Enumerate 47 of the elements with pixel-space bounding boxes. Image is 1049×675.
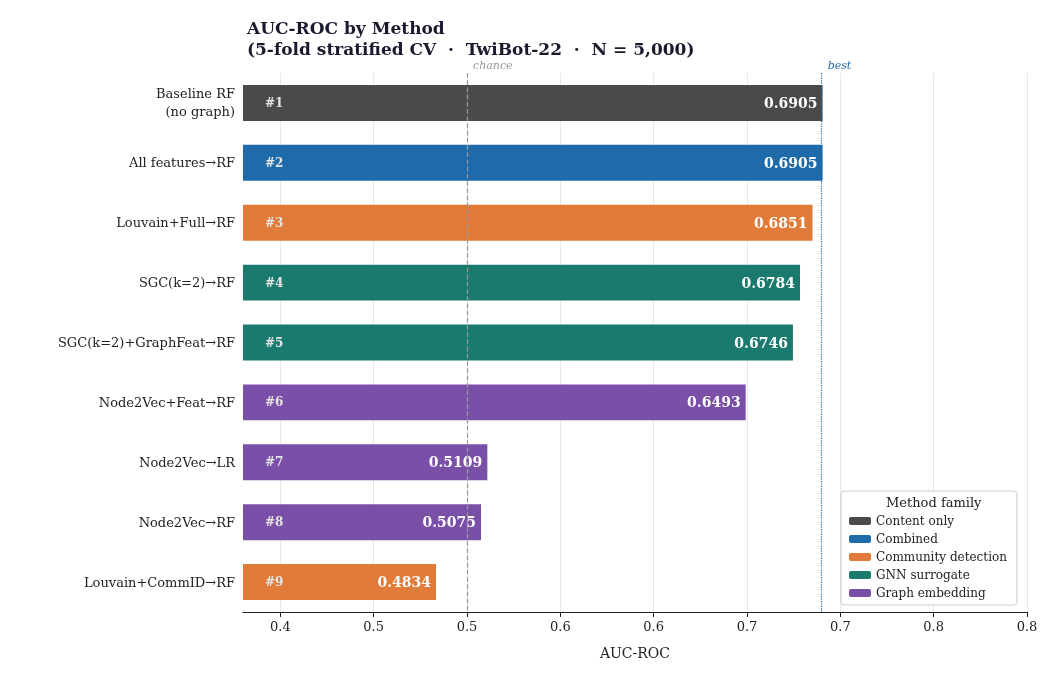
y-tick-label: Node2Vec+Feat→RF <box>98 394 235 410</box>
x-tick-label: 0.8 <box>1016 619 1038 634</box>
legend-label: Content only <box>876 514 955 528</box>
y-tick-label: Node2Vec→RF <box>138 514 235 530</box>
data-label: 0.6905 <box>764 94 818 111</box>
data-label: 0.5109 <box>428 454 483 471</box>
x-tick-label: 0.6 <box>643 619 665 634</box>
data-label: 0.6746 <box>734 334 788 351</box>
x-axis-title: AUC-ROC <box>598 645 671 661</box>
data-label: 0.6493 <box>687 394 741 411</box>
x-tick-label: 0.7 <box>829 619 851 634</box>
x-tick-label: 0.5 <box>363 619 385 634</box>
y-tick-label: Louvain+Full→RF <box>116 215 235 231</box>
x-tick-label: 0.7 <box>736 619 758 634</box>
y-tick-label: Baseline RF (no graph) <box>156 86 235 120</box>
data-label: 0.5075 <box>422 514 476 531</box>
ref-line-label: chance <box>473 59 514 72</box>
annotation: #8 <box>265 515 284 530</box>
data-label: 0.6905 <box>764 154 818 171</box>
x-tick-label: 0.4 <box>269 619 291 634</box>
ref-line-label: best <box>827 59 852 72</box>
x-tick-label: 0.5 <box>456 619 478 634</box>
annotation: #2 <box>265 155 284 170</box>
legend-label: Combined <box>876 532 939 546</box>
x-tick-label: 0.8 <box>923 619 945 634</box>
annotation: #6 <box>265 395 284 410</box>
annotation: #3 <box>265 215 284 230</box>
chart-title: AUC-ROC by Method <box>246 17 445 38</box>
data-label: 0.6784 <box>741 274 796 291</box>
y-tick-label: Node2Vec→LR <box>139 454 237 470</box>
x-tick-label: 0.6 <box>549 619 571 634</box>
legend-label: Community detection <box>876 550 1008 564</box>
data-label: 0.4834 <box>377 574 432 591</box>
y-tick-label: SGC(k=2)→RF <box>138 275 235 291</box>
legend-title: Method family <box>886 495 983 510</box>
legend-label: Graph embedding <box>876 586 986 600</box>
data-label: 0.6851 <box>753 214 808 231</box>
legend-label: GNN surrogate <box>876 568 970 582</box>
annotation: #9 <box>265 575 284 590</box>
chart-subtitle: (5-fold stratified CV · TwiBot-22 · N = 5,000) <box>247 38 695 59</box>
annotation: #4 <box>265 275 284 290</box>
y-tick-label: SGC(k=2)+GraphFeat→RF <box>57 335 235 350</box>
annotation: #1 <box>265 95 284 110</box>
annotation: #5 <box>265 335 284 350</box>
y-tick-label: All features→RF <box>128 155 235 171</box>
annotation: #7 <box>265 455 284 470</box>
y-tick-label: Louvain+CommID→RF <box>83 574 235 590</box>
